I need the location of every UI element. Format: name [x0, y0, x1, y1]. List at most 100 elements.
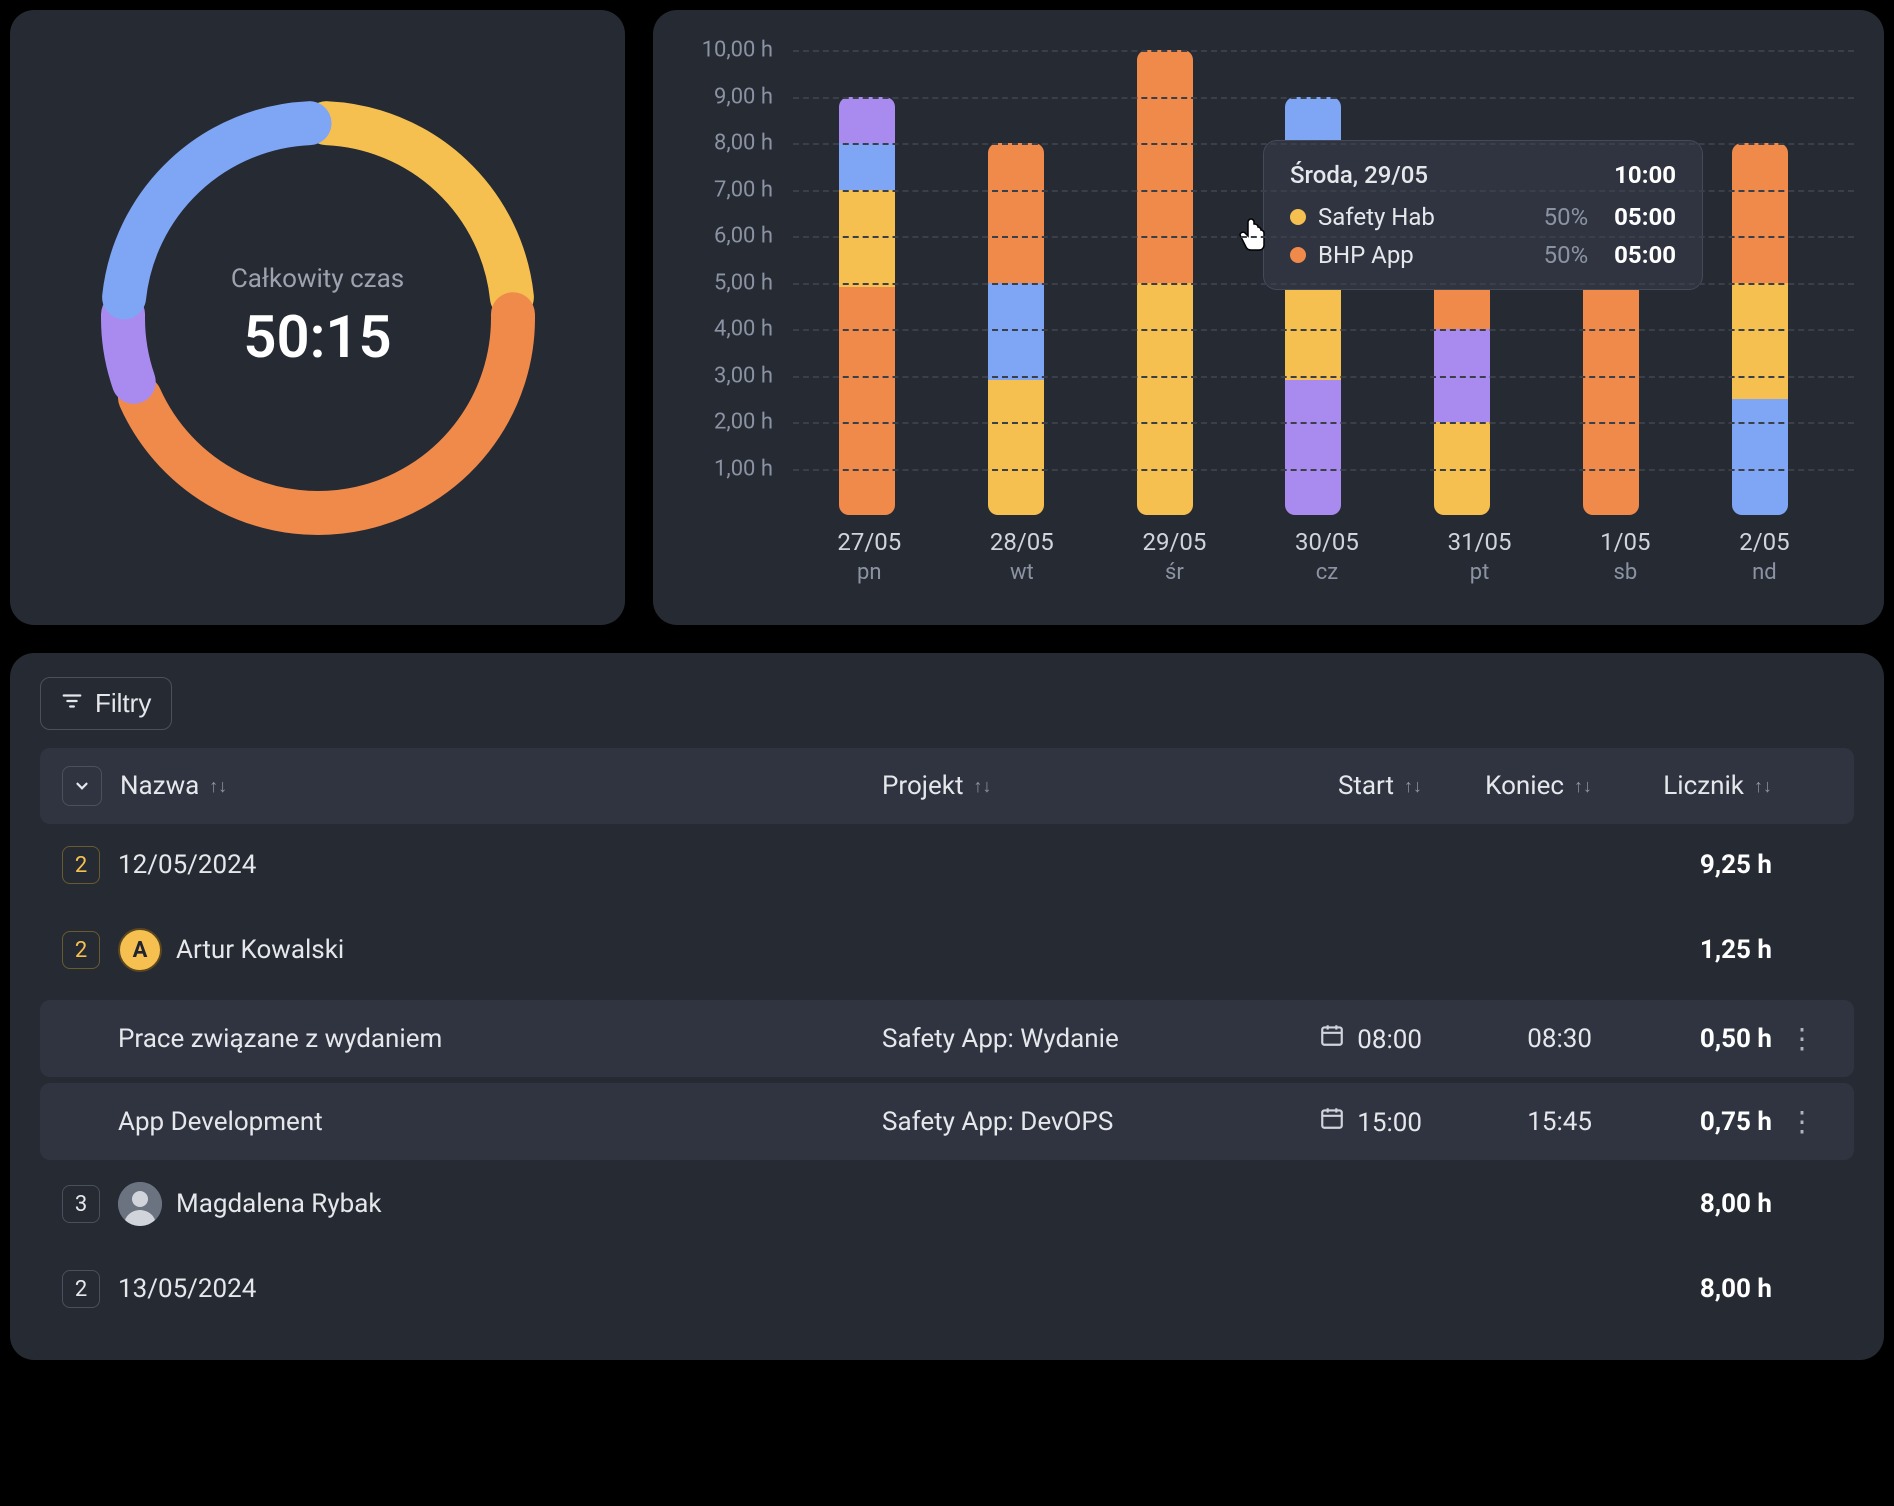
- group-duration: 8,00 h: [1592, 1274, 1772, 1304]
- bar-segment: [839, 97, 895, 144]
- table-date-group-row[interactable]: 2 12/05/2024 9,25 h: [40, 824, 1854, 906]
- expand-all-button[interactable]: [62, 766, 102, 806]
- group-label: Artur Kowalski: [176, 935, 882, 965]
- weekly-bar-chart-card: 1,00 h2,00 h3,00 h4,00 h5,00 h6,00 h7,00…: [653, 10, 1884, 625]
- tooltip-series-value: 05:00: [1614, 203, 1676, 231]
- table-date-group-row[interactable]: 2 13/05/2024 8,00 h: [40, 1248, 1854, 1330]
- x-axis-label: 27/05pn: [837, 528, 901, 585]
- donut-value: 50:15: [243, 304, 391, 372]
- column-header-start[interactable]: Start ↑↓: [1262, 771, 1422, 801]
- bar-segment: [839, 190, 895, 288]
- column-header-licznik[interactable]: Licznik ↑↓: [1592, 771, 1772, 801]
- grid-line: [793, 236, 1854, 238]
- entry-duration: 0,75 h: [1592, 1107, 1772, 1137]
- bar-chart: 1,00 h2,00 h3,00 h4,00 h5,00 h6,00 h7,00…: [683, 40, 1854, 595]
- y-tick-label: 8,00 h: [714, 131, 773, 156]
- group-duration: 9,25 h: [1592, 850, 1772, 880]
- table-person-group-row[interactable]: 3 Magdalena Rybak 8,00 h: [40, 1160, 1854, 1248]
- bar-column[interactable]: [839, 97, 895, 515]
- group-label: Magdalena Rybak: [176, 1189, 882, 1219]
- bar-segment: [839, 287, 895, 515]
- grid-line: [793, 190, 1854, 192]
- group-label: 13/05/2024: [118, 1274, 882, 1304]
- entry-duration: 0,50 h: [1592, 1024, 1772, 1054]
- calendar-icon: [1319, 1108, 1345, 1138]
- pointer-cursor-icon: [1238, 218, 1270, 262]
- donut-chart: Całkowity czas 50:15: [78, 78, 558, 558]
- table-header: Nazwa ↑↓ Projekt ↑↓ Start ↑↓ Koniec ↑↓ L…: [40, 748, 1854, 824]
- tooltip-row: Safety Hab 50% 05:00: [1290, 203, 1676, 231]
- bar-segment: [988, 283, 1044, 381]
- x-axis-label: 30/05cz: [1295, 528, 1359, 585]
- column-header-koniec[interactable]: Koniec ↑↓: [1422, 771, 1592, 801]
- tooltip-series-pct: 50%: [1544, 203, 1589, 231]
- group-count-badge: 2: [62, 1270, 100, 1308]
- x-axis-label: 1/05sb: [1600, 528, 1650, 585]
- column-header-nazwa[interactable]: Nazwa ↑↓: [120, 771, 882, 801]
- entry-project: Safety App: DevOPS: [882, 1107, 1262, 1137]
- table-person-group-row[interactable]: 2A Artur Kowalski 1,25 h: [40, 906, 1854, 994]
- bar-segment: [1137, 50, 1193, 283]
- bar-tooltip: Środa, 29/05 10:00 Safety Hab50%05:00BHP…: [1263, 140, 1703, 290]
- time-entries-table-card: Filtry Nazwa ↑↓ Projekt ↑↓ Start ↑↓ Koni…: [10, 653, 1884, 1360]
- tooltip-series-name: BHP App: [1318, 241, 1532, 269]
- total-time-donut-card: Całkowity czas 50:15: [10, 10, 625, 625]
- group-label: 12/05/2024: [118, 850, 882, 880]
- grid-line: [793, 376, 1854, 378]
- row-menu-button[interactable]: ⋮: [1788, 1105, 1816, 1138]
- x-axis-label: 28/05wt: [990, 528, 1054, 585]
- sort-icon: ↑↓: [209, 776, 227, 797]
- table-entry-row[interactable]: App DevelopmentSafety App: DevOPS 15:001…: [40, 1083, 1854, 1160]
- y-tick-label: 3,00 h: [714, 363, 773, 388]
- y-tick-label: 10,00 h: [702, 38, 773, 63]
- bar-segment: [1732, 283, 1788, 399]
- entry-end: 08:30: [1422, 1024, 1592, 1054]
- bar-segment: [1732, 143, 1788, 283]
- group-duration: 8,00 h: [1592, 1189, 1772, 1219]
- y-tick-label: 9,00 h: [714, 84, 773, 109]
- column-header-projekt[interactable]: Projekt ↑↓: [882, 771, 1262, 801]
- group-count-badge: 2: [62, 846, 100, 884]
- sort-icon: ↑↓: [1404, 776, 1422, 797]
- donut-label: Całkowity czas: [231, 264, 404, 294]
- row-menu-button[interactable]: ⋮: [1788, 1022, 1816, 1055]
- filters-label: Filtry: [95, 688, 151, 719]
- tooltip-total: 10:00: [1614, 161, 1676, 189]
- avatar: A: [118, 928, 162, 972]
- sort-icon: ↑↓: [973, 776, 991, 797]
- x-axis-label: 31/05pt: [1448, 528, 1512, 585]
- sort-icon: ↑↓: [1574, 776, 1592, 797]
- bar-segment: [988, 143, 1044, 283]
- bar-segment: [1732, 399, 1788, 515]
- y-tick-label: 6,00 h: [714, 224, 773, 249]
- entry-name: Prace związane z wydaniem: [118, 1024, 882, 1054]
- table-entry-row[interactable]: Prace związane z wydaniemSafety App: Wyd…: [40, 1000, 1854, 1077]
- filters-button[interactable]: Filtry: [40, 677, 172, 730]
- group-duration: 1,25 h: [1592, 935, 1772, 965]
- grid-line: [793, 283, 1854, 285]
- grid-line: [793, 143, 1854, 145]
- bar-segment: [1285, 97, 1341, 144]
- tooltip-series-pct: 50%: [1544, 241, 1589, 269]
- x-axis-label: 29/05śr: [1142, 528, 1206, 585]
- entry-start: 08:00: [1262, 1022, 1422, 1055]
- grid-line: [793, 469, 1854, 471]
- group-count-badge: 3: [62, 1185, 100, 1223]
- entry-name: App Development: [118, 1107, 882, 1137]
- tooltip-row: BHP App 50% 05:00: [1290, 241, 1676, 269]
- tooltip-series-value: 05:00: [1614, 241, 1676, 269]
- tooltip-date: Środa, 29/05: [1290, 161, 1428, 189]
- avatar: [118, 1182, 162, 1226]
- bar-segment: [839, 143, 895, 190]
- entry-project: Safety App: Wydanie: [882, 1024, 1262, 1054]
- y-tick-label: 4,00 h: [714, 317, 773, 342]
- filter-icon: [61, 688, 83, 719]
- group-count-badge: 2: [62, 931, 100, 969]
- y-tick-label: 1,00 h: [714, 456, 773, 481]
- y-tick-label: 7,00 h: [714, 177, 773, 202]
- bar-segment: [1137, 283, 1193, 516]
- grid-line: [793, 422, 1854, 424]
- bar-segment: [1583, 287, 1639, 515]
- tooltip-series-name: Safety Hab: [1318, 203, 1532, 231]
- grid-line: [793, 50, 1854, 52]
